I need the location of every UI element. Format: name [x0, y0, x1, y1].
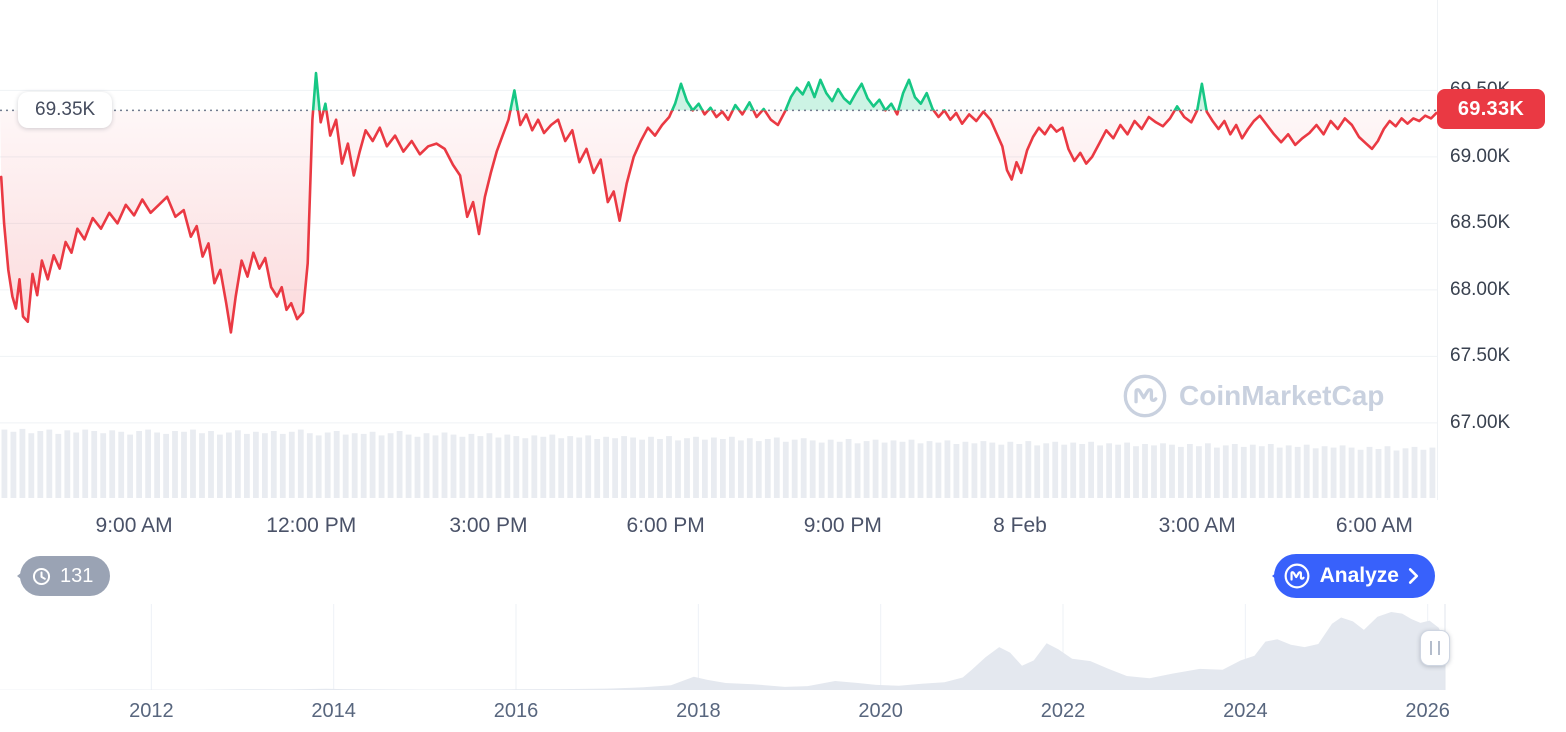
- x-axis-tick-label: 3:00 PM: [449, 514, 528, 537]
- coinmarketcap-logo-icon: [1123, 374, 1167, 418]
- analyze-button[interactable]: Analyze: [1273, 554, 1435, 598]
- y-axis-tick-label: 68.50K: [1450, 212, 1511, 234]
- analyze-label: Analyze: [1319, 564, 1399, 587]
- navigator-year-label: 2022: [1040, 700, 1086, 722]
- history-count: 131: [60, 564, 94, 587]
- main-chart-svg[interactable]: [0, 0, 1437, 500]
- toolbar-row: 131 Analyze: [0, 552, 1566, 602]
- x-axis-tick-label: 3:00 AM: [1158, 514, 1236, 537]
- baseline-price-label: 69.35K: [18, 92, 113, 128]
- navigator-year-labels: 2012 2014 2016 2018 2020 2022 2024 2026: [0, 700, 1566, 730]
- navigator-chart-svg[interactable]: [0, 604, 1566, 692]
- x-axis-tick-label: 6:00 AM: [1335, 514, 1413, 537]
- y-axis-tick-label: 67.50K: [1450, 345, 1511, 367]
- navigator-year-label: 2024: [1223, 700, 1268, 722]
- x-axis-tick-label: 9:00 PM: [803, 514, 882, 537]
- range-handle[interactable]: [1420, 630, 1450, 666]
- x-axis-tick-label: 6:00 PM: [626, 514, 705, 537]
- navigator-year-label: 2014: [311, 700, 356, 722]
- y-axis-tick-label: 68.00K: [1450, 278, 1511, 300]
- baseline-price-value: 69.35K: [35, 99, 96, 120]
- x-axis-tick-label: 8 Feb: [993, 514, 1047, 537]
- coinmarketcap-watermark: CoinMarketCap: [1122, 373, 1384, 419]
- timeline-navigator: 2012 2014 2016 2018 2020 2022 2024 2026: [0, 604, 1566, 732]
- watermark-text: CoinMarketCap: [1179, 380, 1385, 411]
- history-count-badge[interactable]: 131: [20, 556, 111, 596]
- history-clock-icon: [32, 567, 51, 585]
- navigator-year-label: 2026: [1405, 700, 1450, 722]
- grip-icon: [1430, 641, 1440, 655]
- y-axis-tick-label: 67.00K: [1450, 411, 1511, 433]
- x-axis-tick-label: 12:00 PM: [266, 514, 357, 537]
- navigator-year-label: 2012: [129, 700, 174, 722]
- navigator-year-label: 2020: [858, 700, 903, 722]
- analyze-logo-icon: [1284, 563, 1310, 589]
- x-axis-tick-label: 9:00 AM: [95, 514, 173, 537]
- last-price-badge: 69.33K: [1437, 89, 1545, 129]
- x-axis-labels: 9:00 AM 12:00 PM 3:00 PM 6:00 PM 9:00 PM 8 Fe…: [0, 500, 1566, 554]
- navigator-year-label: 2016: [493, 700, 539, 722]
- y-axis-tick-label: 69.00K: [1450, 145, 1511, 167]
- navigator-year-label: 2018: [676, 700, 721, 722]
- chevron-right-icon: [1408, 568, 1419, 584]
- plot-right-border: [1437, 0, 1438, 500]
